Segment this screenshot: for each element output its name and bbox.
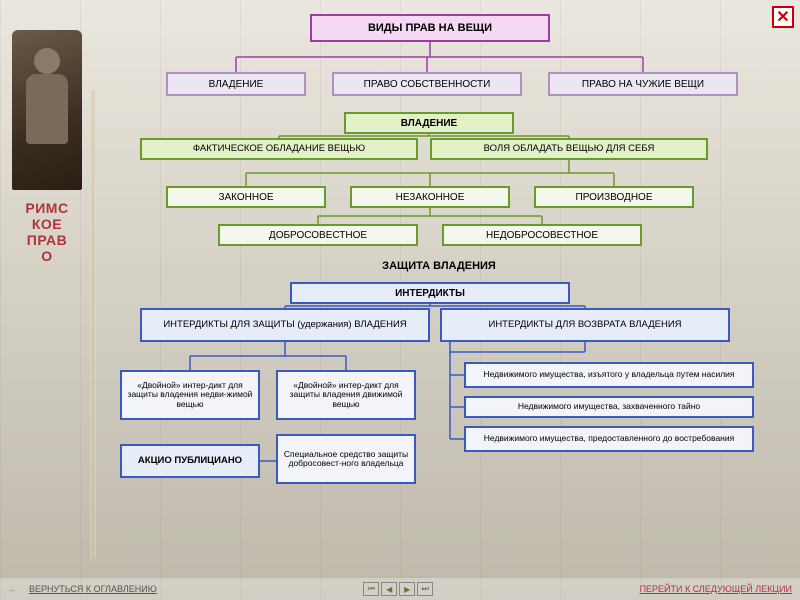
- section-label-protection: ЗАЩИТА ВЛАДЕНИЯ: [100, 260, 778, 272]
- nav-next-button[interactable]: ▶: [399, 582, 415, 596]
- node-b1: ВИДЫ ПРАВ НА ВЕЩИ: [310, 14, 550, 42]
- node-b3: ПРАВО СОБСТВЕННОСТИ: [332, 72, 522, 96]
- footer-nav: ← ВЕРНУТЬСЯ К ОГЛАВЛЕНИЮ ⏮ ◀ ▶ ⏭ ПЕРЕЙТИ…: [0, 578, 800, 600]
- node-b5: ВЛАДЕНИЕ: [344, 112, 514, 134]
- nav-prev-button[interactable]: ◀: [381, 582, 397, 596]
- node-b22: Специальное средство защиты добросовест-…: [276, 434, 416, 484]
- node-b12: НЕДОБРОСОВЕСТНОЕ: [442, 224, 642, 246]
- node-b11: ДОБРОСОВЕСТНОЕ: [218, 224, 418, 246]
- nav-last-button[interactable]: ⏭: [417, 582, 433, 596]
- node-b16: «Двойной» интер-дикт для защиты владения…: [120, 370, 260, 420]
- nav-button-group: ⏮ ◀ ▶ ⏭: [363, 582, 433, 596]
- node-b9: НЕЗАКОННОЕ: [350, 186, 510, 208]
- node-b19: Недвижимого имущества, захваченного тайн…: [464, 396, 754, 418]
- node-b17: «Двойной» интер-дикт для защиты владения…: [276, 370, 416, 420]
- nav-first-button[interactable]: ⏮: [363, 582, 379, 596]
- node-b18: Недвижимого имущества, изъятого у владел…: [464, 362, 754, 388]
- node-b4: ПРАВО НА ЧУЖИЕ ВЕЩИ: [548, 72, 738, 96]
- node-b21: АКЦИО ПУБЛИЦИАНО: [120, 444, 260, 478]
- statue-image: [12, 30, 82, 190]
- node-b8: ЗАКОННОЕ: [166, 186, 326, 208]
- node-b15: ИНТЕРДИКТЫ ДЛЯ ВОЗВРАТА ВЛАДЕНИЯ: [440, 308, 730, 342]
- diagram-area: ЗАЩИТА ВЛАДЕНИЯ ВИДЫ ПРАВ НА ВЕЩИ ВЛАДЕНИ…: [100, 14, 778, 574]
- node-b7: ВОЛЯ ОБЛАДАТЬ ВЕЩЬЮ ДЛЯ СЕБЯ: [430, 138, 708, 160]
- scroll-ornament: [90, 90, 96, 560]
- node-b20: Недвижимого имущества, предоставленного …: [464, 426, 754, 452]
- node-b2: ВЛАДЕНИЕ: [166, 72, 306, 96]
- node-b6: ФАКТИЧЕСКОЕ ОБЛАДАНИЕ ВЕЩЬЮ: [140, 138, 418, 160]
- back-arrow-icon: ←: [8, 584, 17, 594]
- node-b14: ИНТЕРДИКТЫ ДЛЯ ЗАЩИТЫ (удержания) ВЛАДЕН…: [140, 308, 430, 342]
- back-to-contents-link[interactable]: ВЕРНУТЬСЯ К ОГЛАВЛЕНИЮ: [29, 584, 157, 594]
- node-b10: ПРОИЗВОДНОЕ: [534, 186, 694, 208]
- side-title: РИМСКОЕПРАВО: [8, 200, 86, 264]
- sidebar: РИМСКОЕПРАВО: [8, 30, 86, 264]
- next-lecture-link[interactable]: ПЕРЕЙТИ К СЛЕДУЮЩЕЙ ЛЕКЦИИ: [640, 584, 792, 594]
- node-b13: ИНТЕРДИКТЫ: [290, 282, 570, 304]
